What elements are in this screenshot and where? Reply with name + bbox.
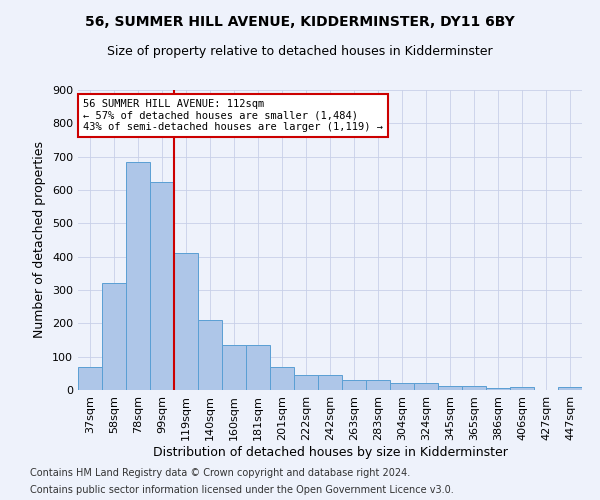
Bar (246, 345, 270, 390)
Text: Contains HM Land Registry data © Crown copyright and database right 2024.: Contains HM Land Registry data © Crown c… (30, 468, 410, 477)
Bar (366, 380, 390, 390)
Bar (198, 320, 222, 390)
Bar (318, 375, 342, 390)
Bar (414, 384, 438, 390)
Y-axis label: Number of detached properties: Number of detached properties (34, 142, 46, 338)
Bar (102, 284, 126, 390)
Bar (270, 366, 294, 390)
Text: 56, SUMMER HILL AVENUE, KIDDERMINSTER, DY11 6BY: 56, SUMMER HILL AVENUE, KIDDERMINSTER, D… (85, 15, 515, 29)
Bar (78, 366, 102, 390)
Bar (150, 182, 174, 390)
Bar (510, 388, 534, 390)
Bar (438, 386, 462, 390)
Bar (294, 375, 318, 390)
Bar (174, 254, 198, 390)
Bar (342, 380, 366, 390)
Text: Contains public sector information licensed under the Open Government Licence v3: Contains public sector information licen… (30, 485, 454, 495)
Bar (126, 162, 150, 390)
Bar (462, 386, 486, 390)
Bar (558, 388, 582, 390)
Bar (390, 382, 414, 390)
X-axis label: Distribution of detached houses by size in Kidderminster: Distribution of detached houses by size … (152, 446, 508, 458)
Text: Size of property relative to detached houses in Kidderminster: Size of property relative to detached ho… (107, 45, 493, 58)
Bar (486, 388, 510, 390)
Text: 56 SUMMER HILL AVENUE: 112sqm
← 57% of detached houses are smaller (1,484)
43% o: 56 SUMMER HILL AVENUE: 112sqm ← 57% of d… (83, 99, 383, 132)
Bar (222, 345, 246, 390)
